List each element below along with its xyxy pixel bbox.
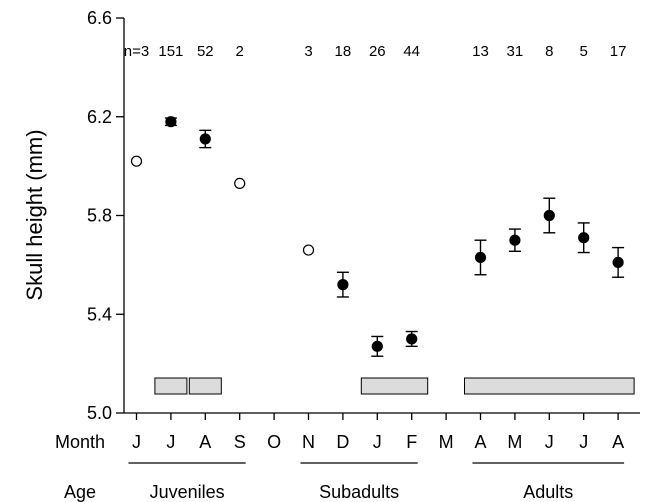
y-tick-label: 6.6 [87, 8, 112, 28]
y-tick-label: 5.8 [87, 206, 112, 226]
data-point [612, 256, 624, 269]
month-label: A [474, 432, 486, 452]
age-row-label: Age [64, 482, 96, 502]
month-label: D [336, 432, 349, 452]
month-label: J [166, 432, 175, 452]
y-axis: 5.0 5.4 5.8 6.2 6.6 [87, 8, 125, 423]
shaded-bar [360, 377, 429, 395]
sample-size-label: 26 [369, 43, 386, 60]
y-tick-label: 6.2 [87, 107, 112, 127]
data-point [234, 177, 246, 190]
data-point [543, 209, 555, 222]
month-label: J [373, 432, 382, 452]
data-point [337, 279, 349, 291]
data-point [165, 116, 177, 128]
age-group-label: Adults [523, 482, 573, 502]
data-point [199, 133, 211, 145]
month-label: M [439, 432, 454, 452]
month-row-label: Month [55, 432, 105, 452]
month-label: J [579, 432, 588, 452]
month-label: J [132, 432, 141, 452]
age-group-label: Juveniles [150, 482, 225, 502]
shaded-bar [188, 377, 222, 395]
sample-size-label: 5 [580, 43, 588, 60]
month-label: F [406, 432, 417, 452]
data-point [130, 155, 143, 167]
sample-size-label: n=3 [124, 43, 149, 60]
sample-size-label: 151 [158, 43, 183, 60]
sample-size-label: 52 [197, 43, 214, 60]
month-label: J [545, 432, 554, 452]
data-point [578, 232, 590, 244]
error-bars [164, 117, 625, 357]
shaded-bar [154, 377, 188, 395]
sample-size-label: 8 [545, 43, 553, 60]
sample-size-label: 17 [610, 43, 627, 60]
month-label: M [507, 432, 522, 452]
sample-size-label: 44 [403, 43, 420, 60]
age-group-label: Subadults [319, 482, 399, 502]
data-point [371, 340, 383, 352]
shaded-bar [464, 377, 635, 395]
sample-size-label: 2 [236, 43, 244, 60]
month-label: O [267, 432, 281, 452]
month-label: A [199, 432, 211, 452]
data-point [509, 234, 521, 246]
month-label: A [612, 432, 624, 452]
data-point [302, 244, 315, 256]
y-axis-label: Skull height (mm) [22, 129, 47, 300]
data-points [130, 116, 624, 352]
y-tick-label: 5.0 [87, 403, 112, 423]
sample-size-label: 13 [472, 43, 489, 60]
shaded-bars [154, 377, 635, 395]
sample-size-label: 18 [335, 43, 352, 60]
x-axis [124, 412, 640, 420]
data-point [474, 251, 487, 264]
sample-size-label: 3 [304, 43, 312, 60]
sample-size-labels: n=3 151 52 2 3 18 26 44 13 31 8 5 17 [124, 43, 627, 60]
month-label: S [234, 432, 246, 452]
data-point [406, 333, 418, 345]
y-tick-label: 5.4 [87, 304, 112, 324]
month-label: N [302, 432, 315, 452]
age-groups: Juveniles Subadults Adults [128, 462, 625, 502]
sample-size-label: 31 [507, 43, 524, 60]
